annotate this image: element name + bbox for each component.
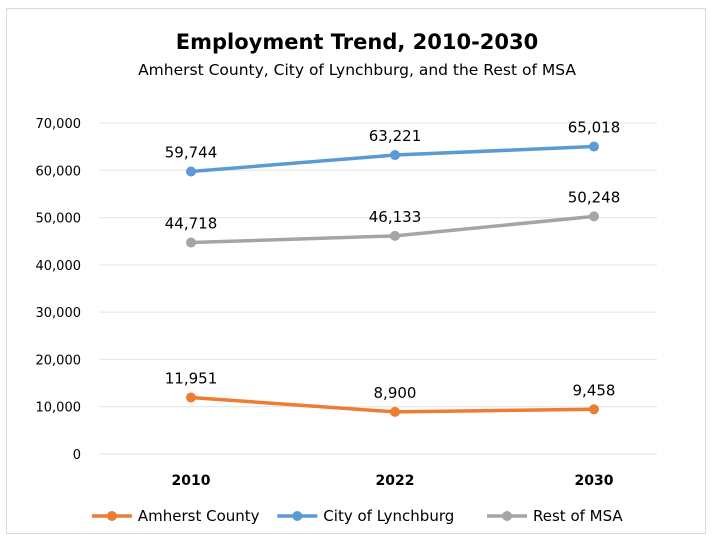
label-layer: 11,951 8,900 9,458 59,744 63,221 65,018 44,718… xyxy=(165,119,621,402)
x-tick-label: 2010 xyxy=(172,473,211,489)
legend-marker-amherst-county xyxy=(106,511,117,521)
data-label-city-of-lynchburg: 65,018 xyxy=(568,119,621,137)
legend-label-city-of-lynchburg: City of Lynchburg xyxy=(323,507,454,525)
legend: Amherst County City of Lynchburg Rest of M… xyxy=(91,507,623,525)
data-point-amherst-county xyxy=(589,404,599,415)
y-tick-label: 50,000 xyxy=(36,212,82,227)
data-point-rest-of-msa xyxy=(186,237,196,248)
y-tick-label: 60,000 xyxy=(36,164,82,179)
employment-chart: Employment Trend, 2010-2030 Amherst Coun… xyxy=(36,30,657,525)
x-tick-label: 2022 xyxy=(376,473,415,489)
chart-subtitle: Amherst County, City of Lynchburg, and t… xyxy=(138,61,576,79)
legend-label-amherst-county: Amherst County xyxy=(138,507,260,525)
data-label-rest-of-msa: 46,133 xyxy=(369,208,422,226)
data-point-city-of-lynchburg xyxy=(186,166,196,177)
legend-marker-city-of-lynchburg xyxy=(292,511,303,521)
y-tick-label: 10,000 xyxy=(36,401,82,416)
legend-item-amherst-county: Amherst County xyxy=(91,507,260,525)
grid-layer: 0 10,000 20,000 30,000 40,000 50,000 60,000 70,… xyxy=(36,117,657,489)
data-point-rest-of-msa xyxy=(589,211,599,222)
data-label-amherst-county: 11,951 xyxy=(165,369,218,387)
data-point-amherst-county xyxy=(186,392,196,403)
data-point-amherst-county xyxy=(390,406,400,417)
legend-item-city-of-lynchburg: City of Lynchburg xyxy=(277,507,454,525)
data-label-rest-of-msa: 44,718 xyxy=(165,215,218,233)
y-tick-label: 0 xyxy=(73,448,81,463)
data-label-amherst-county: 9,458 xyxy=(573,381,616,399)
legend-label-rest-of-msa: Rest of MSA xyxy=(533,507,623,525)
data-point-rest-of-msa xyxy=(390,230,400,241)
legend-marker-rest-of-msa xyxy=(502,511,512,521)
x-tick-label: 2030 xyxy=(575,473,614,489)
chart-title: Employment Trend, 2010-2030 xyxy=(176,30,539,54)
legend-item-rest-of-msa: Rest of MSA xyxy=(487,507,623,525)
chart-frame: Employment Trend, 2010-2030 Amherst Coun… xyxy=(6,8,706,534)
y-tick-label: 30,000 xyxy=(36,306,82,321)
data-label-city-of-lynchburg: 63,221 xyxy=(369,127,422,145)
data-label-amherst-county: 8,900 xyxy=(374,384,417,402)
data-point-city-of-lynchburg xyxy=(390,150,400,161)
data-point-city-of-lynchburg xyxy=(589,141,599,152)
data-label-city-of-lynchburg: 59,744 xyxy=(165,143,218,161)
data-label-rest-of-msa: 50,248 xyxy=(568,188,621,206)
y-tick-label: 40,000 xyxy=(36,259,82,274)
y-tick-label: 70,000 xyxy=(36,117,82,132)
y-tick-label: 20,000 xyxy=(36,353,82,368)
series-layer xyxy=(186,141,599,417)
